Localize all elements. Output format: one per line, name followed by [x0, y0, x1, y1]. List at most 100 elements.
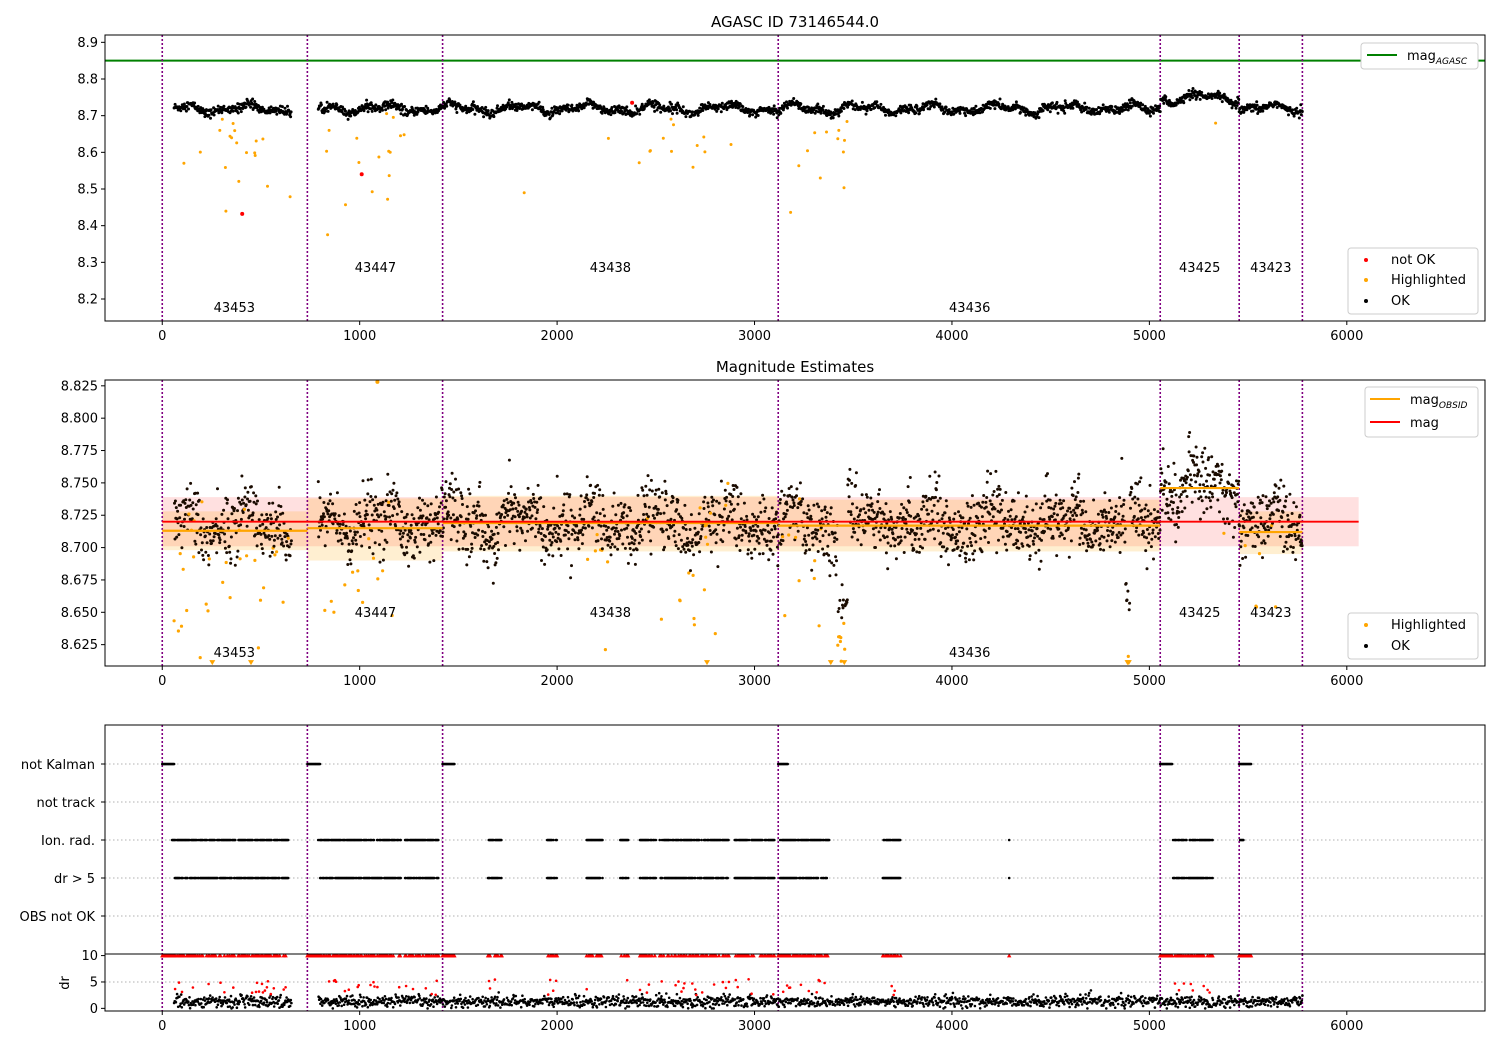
ok-point [1218, 91, 1222, 95]
ok-point [1261, 494, 1265, 498]
ok-point [1071, 514, 1075, 517]
ok-point [490, 537, 494, 541]
ok-point [551, 113, 555, 117]
ok-point [364, 517, 368, 521]
ok-point [1195, 463, 1198, 467]
ok-point [328, 499, 332, 503]
ok-point [536, 508, 540, 512]
ok-point [280, 105, 284, 109]
ok-point [561, 513, 565, 517]
ok-point [449, 516, 453, 520]
ok-point [645, 493, 649, 497]
ok-point [1066, 526, 1070, 530]
ok-point [1225, 517, 1229, 521]
ok-point [253, 100, 257, 103]
ok-point [317, 535, 321, 539]
ok-point [899, 539, 903, 543]
ok-point [1144, 549, 1148, 553]
ok-point [544, 535, 547, 538]
ok-point [915, 104, 919, 108]
ok-point [202, 558, 206, 562]
ok-point [1260, 501, 1264, 505]
ok-point [950, 533, 954, 537]
highlighted-point [361, 600, 365, 605]
not-ok-point [359, 172, 364, 177]
ok-point [570, 103, 574, 107]
highlighted-point [648, 149, 652, 153]
ok-point [1037, 567, 1041, 571]
ok-point [370, 109, 374, 113]
ok-point [1037, 548, 1041, 552]
ok-point [322, 501, 326, 504]
ok-point [1188, 98, 1192, 102]
highlighted-point [198, 656, 202, 660]
ok-point [824, 515, 828, 519]
ok-point [409, 529, 413, 532]
highlighted-point [261, 137, 265, 141]
ok-point [853, 530, 857, 534]
ok-point [585, 493, 589, 497]
ok-point [667, 537, 671, 540]
ok-point [1043, 494, 1047, 498]
ok-point [444, 480, 448, 484]
ok-point [412, 113, 416, 117]
ok-point [1274, 484, 1278, 488]
ok-point [1070, 486, 1074, 490]
ok-point [674, 544, 678, 548]
ok-point [924, 494, 928, 498]
ok-point [1181, 483, 1185, 487]
ok-point [864, 493, 868, 497]
ok-point [331, 102, 335, 106]
ok-point [191, 501, 195, 505]
highlighted-point [813, 559, 817, 563]
highlighted-point [783, 614, 787, 618]
ok-point [1166, 465, 1170, 468]
ok-point [609, 553, 613, 557]
ok-point [1110, 105, 1114, 109]
ok-point [464, 532, 467, 536]
highlighted-point [388, 150, 392, 154]
ok-point [730, 99, 733, 103]
highlighted-point [637, 161, 641, 165]
panel1-legend-lower: not OK Highlighted OK [1347, 247, 1479, 315]
ok-point [747, 534, 751, 538]
ok-point [443, 106, 447, 110]
ok-point [1066, 509, 1069, 513]
ok-point [227, 544, 231, 548]
ok-point [367, 523, 371, 527]
ok-point [551, 535, 555, 539]
ok-point [823, 508, 827, 512]
highlighted-point [1214, 121, 1218, 125]
ok-point [392, 481, 396, 485]
ok-point [1189, 478, 1193, 482]
ok-point [1118, 496, 1122, 500]
ok-point [1220, 462, 1224, 466]
ok-point [1016, 539, 1020, 543]
ok-point [1212, 477, 1216, 481]
highlighted-point [185, 608, 189, 613]
ok-point [654, 488, 658, 492]
ok-point [416, 506, 420, 510]
ok-point [780, 489, 784, 493]
ok-point [1072, 508, 1076, 512]
ok-point [1016, 527, 1020, 531]
highlighted-point [817, 624, 821, 628]
highlighted-point [837, 128, 841, 132]
ok-point [947, 563, 950, 567]
ok-point [428, 513, 432, 517]
ok-point [1289, 545, 1293, 549]
ok-point [954, 542, 958, 546]
ok-point [968, 516, 972, 520]
ok-point [563, 492, 567, 496]
ok-point [1040, 538, 1043, 542]
ok-point [479, 547, 483, 551]
ok-point [1077, 103, 1081, 107]
highlighted-point [586, 557, 590, 562]
ok-point [399, 529, 403, 533]
ok-point [439, 501, 443, 505]
ok-point [495, 556, 499, 560]
panel2-ytick-label: 8.725 [61, 509, 98, 524]
ok-point [633, 538, 637, 542]
ok-point [1293, 534, 1297, 538]
ok-point [969, 505, 973, 509]
